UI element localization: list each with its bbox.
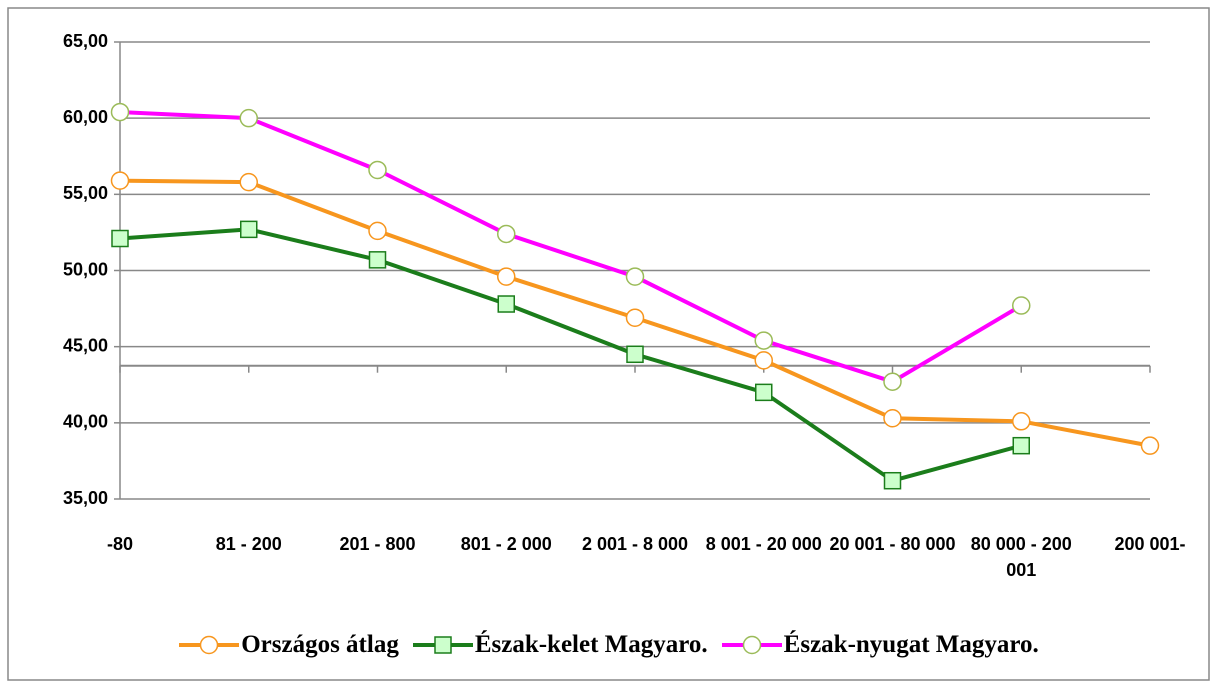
- y-tick-label: 45,00: [63, 335, 108, 355]
- y-tick-label: 40,00: [63, 412, 108, 432]
- marker: [497, 267, 516, 286]
- series-line: [119, 110, 1023, 384]
- x-tick-label: 80 000 - 200 001: [970, 534, 1072, 580]
- marker: [111, 229, 129, 248]
- marker: [199, 635, 219, 655]
- marker: [742, 635, 761, 655]
- y-tick-label: 55,00: [63, 183, 108, 203]
- marker: [239, 108, 258, 128]
- marker: [239, 172, 258, 192]
- marker: [497, 224, 516, 244]
- legend: Országos átlag Észak-kelet Magyaro. Észak-…: [0, 630, 1218, 660]
- marker: [883, 372, 902, 391]
- marker: [1140, 436, 1160, 455]
- legend-item: Észak-nyugat Magyaro.: [721, 630, 1039, 660]
- y-tick-label: 65,00: [63, 31, 108, 51]
- marker: [754, 351, 773, 370]
- marker: [755, 383, 773, 402]
- marker: [368, 251, 387, 269]
- y-tick-label: 50,00: [63, 259, 108, 279]
- x-tick-label: -80: [106, 534, 133, 554]
- legend-label: Észak-nyugat Magyaro.: [783, 631, 1039, 658]
- y-tick-label: 35,00: [63, 488, 108, 508]
- marker: [368, 221, 387, 241]
- x-tick-label: 8 001 - 20 000: [705, 534, 822, 554]
- marker: [1012, 436, 1030, 455]
- marker: [240, 220, 258, 239]
- legend-label: Észak-kelet Magyaro.: [474, 631, 708, 658]
- legend-item: Észak-kelet Magyaro.: [412, 630, 708, 660]
- marker: [434, 636, 452, 654]
- marker: [754, 331, 773, 350]
- marker: [497, 295, 515, 313]
- x-tick-label: 2 001 - 8 000: [581, 534, 689, 554]
- marker: [625, 308, 645, 327]
- legend-item: Országos átlag: [179, 630, 399, 660]
- x-tick-label: 201 - 800: [339, 534, 416, 554]
- marker: [1012, 296, 1031, 315]
- marker: [110, 102, 130, 122]
- marker: [883, 409, 902, 428]
- marker: [626, 345, 644, 364]
- marker: [625, 267, 645, 286]
- marker: [368, 160, 387, 180]
- x-tick-label: 81 - 200: [215, 534, 282, 554]
- marker: [883, 471, 902, 490]
- legend-swatch: [179, 635, 240, 655]
- marker: [110, 171, 130, 190]
- x-tick-label: 801 - 2 000: [460, 534, 552, 554]
- y-tick-label: 60,00: [63, 107, 108, 127]
- x-tick-label: 20 001 - 80 000: [829, 534, 956, 554]
- marker: [1012, 412, 1031, 431]
- series-line: [119, 227, 1022, 483]
- chart-border: [7, 7, 1210, 681]
- legend-label: Országos átlag: [241, 631, 399, 658]
- legend-swatch: [412, 636, 473, 654]
- legend-swatch: [721, 635, 782, 655]
- x-tick-label: 200 001-: [1114, 534, 1186, 554]
